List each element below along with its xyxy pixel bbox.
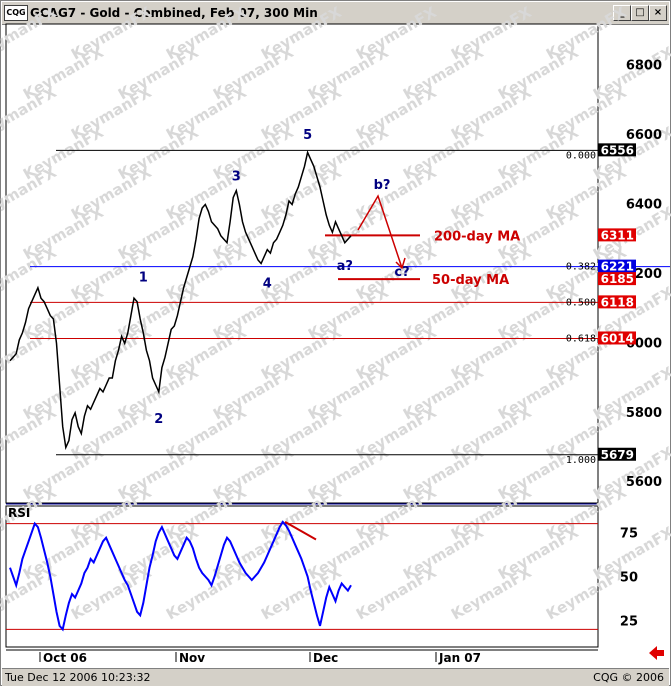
scroll-left-button[interactable] xyxy=(647,645,665,661)
price-label-text: 6221 xyxy=(601,260,634,274)
price-label-text: 6556 xyxy=(601,143,634,157)
fib-ratio-label: 1.000 xyxy=(566,455,596,466)
price-label-text: 6185 xyxy=(601,272,634,286)
rsi-series-line xyxy=(9,520,352,632)
cqg-logo: CQG xyxy=(4,5,28,21)
rsi-divergence-line xyxy=(284,520,317,541)
ma-label: 200-day MA xyxy=(434,229,520,244)
x-tick-label: Oct 06 xyxy=(43,651,87,665)
fib-ratio-label: 0.618 xyxy=(566,333,596,344)
y-tick-label: 6800 xyxy=(626,59,662,74)
left-arrow-icon xyxy=(649,646,664,660)
price-label-box xyxy=(598,272,636,286)
rsi-tick-label: 25 xyxy=(620,615,638,630)
wave-label: c? xyxy=(394,265,409,280)
wave-label: 2 xyxy=(154,412,163,427)
fib-ratio-label: 0.382 xyxy=(566,262,596,273)
y-tick-label: 6600 xyxy=(626,128,662,143)
price-label-box xyxy=(598,295,636,309)
fib-ratio-label: 0.000 xyxy=(566,150,596,161)
price-label-text: 6311 xyxy=(601,228,634,242)
maximize-button[interactable]: □ xyxy=(631,5,649,21)
x-tick-label: Nov xyxy=(179,651,205,665)
chart-canvas: KeymanFX KeymanFX KeymanFX KeymanFX KeymanFX… xyxy=(0,3,671,665)
price-label-box xyxy=(598,259,636,273)
rsi-tick-label: 50 xyxy=(620,571,638,586)
price-series-line xyxy=(9,150,352,451)
price-label-box xyxy=(598,143,636,157)
window-title: GCAG7 - Gold - Combined, Feb 07, 300 Min xyxy=(30,6,318,20)
title-bar: CQG GCAG7 - Gold - Combined, Feb 07, 300… xyxy=(2,2,669,25)
wave-label: a? xyxy=(337,259,353,274)
wave-label: b? xyxy=(374,178,391,193)
x-tick-label: Jan 07 xyxy=(438,651,481,665)
status-copyright: CQG © 2006 xyxy=(593,671,664,684)
minimize-button[interactable]: _ xyxy=(613,5,631,21)
x-tick-label: Dec xyxy=(313,651,338,665)
wave-label: 4 xyxy=(263,277,272,292)
price-label-box xyxy=(598,331,636,345)
rsi-tick-label: 75 xyxy=(620,526,638,541)
close-button[interactable]: × xyxy=(649,5,667,21)
status-timestamp: Tue Dec 12 2006 10:23:32 xyxy=(5,671,151,684)
rsi-title: RSI xyxy=(8,506,30,520)
rsi-panel xyxy=(5,505,599,648)
status-bar: Tue Dec 12 2006 10:23:32 CQG © 2006 xyxy=(2,668,669,686)
price-label-text: 5679 xyxy=(601,448,634,462)
y-tick-label: 5600 xyxy=(626,475,662,490)
y-tick-label: 5800 xyxy=(626,406,662,421)
price-label-text: 6014 xyxy=(601,331,634,345)
ma-label: 50-day MA xyxy=(432,273,509,288)
price-label-box xyxy=(598,228,636,242)
price-label-box xyxy=(598,447,636,461)
price-panel xyxy=(5,23,599,504)
fib-ratio-label: 0.500 xyxy=(566,297,596,308)
price-label-text: 6118 xyxy=(601,295,634,309)
wave-label: 3 xyxy=(232,170,241,185)
wave-label: 5 xyxy=(303,128,312,143)
y-tick-label: 6400 xyxy=(626,197,662,212)
projection-arrowhead xyxy=(395,257,406,270)
wave-label: 1 xyxy=(139,270,148,285)
projection-path xyxy=(357,194,403,269)
